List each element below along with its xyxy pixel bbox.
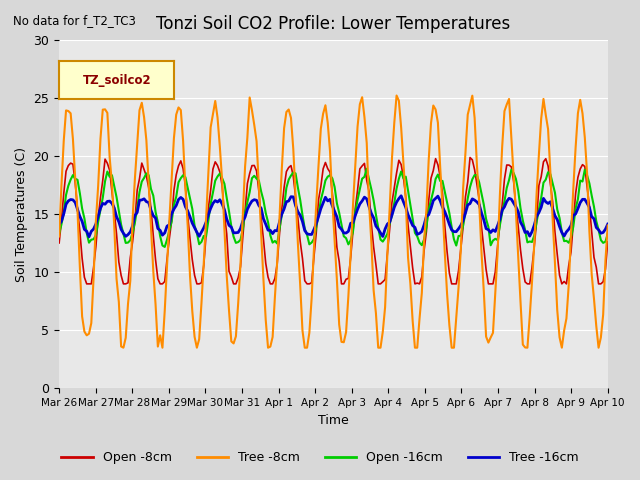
Text: No data for f_T2_TC3: No data for f_T2_TC3	[13, 14, 136, 27]
Title: Tonzi Soil CO2 Profile: Lower Temperatures: Tonzi Soil CO2 Profile: Lower Temperatur…	[156, 15, 511, 33]
Legend: Open -8cm, Tree -8cm, Open -16cm, Tree -16cm: Open -8cm, Tree -8cm, Open -16cm, Tree -…	[56, 446, 584, 469]
Y-axis label: Soil Temperatures (C): Soil Temperatures (C)	[15, 147, 28, 282]
X-axis label: Time: Time	[318, 414, 349, 427]
